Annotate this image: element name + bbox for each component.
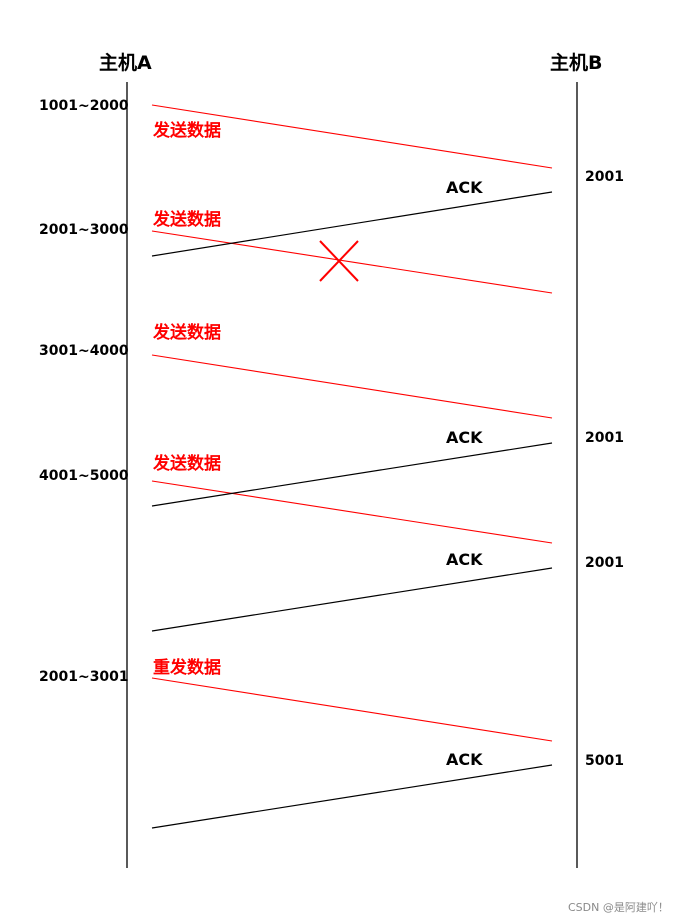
data-segment-4 [151,480,553,544]
host-b-title: 主机B [550,52,602,74]
seq-label-3: 3001~4000 [39,343,129,359]
ack-number-3: 2001 [585,555,624,571]
data-segment-3 [151,354,553,419]
x-cross-icon [319,240,359,282]
ack-number-4: 5001 [585,753,624,769]
data-segment-retransmit [151,677,553,742]
data-segment-2-lost [151,230,553,294]
host-a-title: 主机A [99,52,152,74]
seq-label-4: 4001~5000 [39,468,129,484]
ack-label-3: ACK [446,550,483,569]
watermark: CSDN @是阿建吖！ [568,900,669,914]
ack-segment-2 [151,442,553,507]
data-label-4: 发送数据 [152,453,221,474]
data-label-2: 发送数据 [152,209,221,230]
ack-label-4: ACK [446,750,483,769]
seq-label-5: 2001~3001 [39,669,129,685]
seq-label-1: 1001~2000 [39,98,129,114]
data-label-3: 发送数据 [152,322,221,343]
ack-number-1: 2001 [585,169,624,185]
data-segment-1 [151,104,553,169]
ack-label-2: ACK [446,428,483,447]
data-label-retransmit: 重发数据 [153,657,221,678]
data-label-1: 发送数据 [152,120,221,141]
seq-label-2: 2001~3000 [39,222,129,238]
ack-number-2: 2001 [585,430,624,446]
ack-segment-3 [151,567,553,632]
ack-segment-1 [151,191,553,257]
ack-label-1: ACK [446,178,483,197]
ack-segment-4 [151,764,553,829]
